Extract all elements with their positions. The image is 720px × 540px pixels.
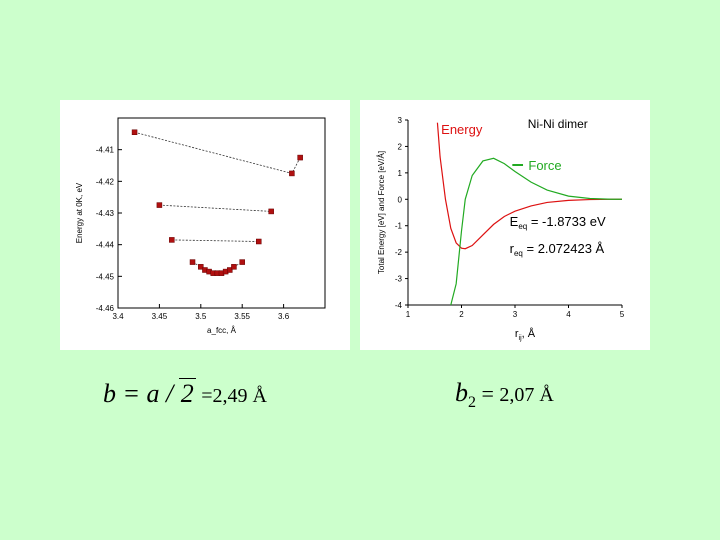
data-point	[189, 259, 196, 265]
y-tick-label: -4.46	[96, 304, 115, 313]
y-tick-label: -4	[395, 301, 403, 310]
x-tick-label: 3.55	[234, 312, 250, 321]
formula-dimer-distance: b2 = 2,07 Å	[455, 378, 554, 411]
req-annotation: req = 2.072423 Å	[510, 241, 605, 258]
data-point	[268, 208, 274, 215]
formula-left-sqrt-arg: 2	[180, 379, 194, 408]
formula-left-sqrt: 2	[178, 378, 196, 409]
series-1-line	[159, 204, 272, 212]
data-point	[256, 238, 262, 245]
x-axis-label: a_fcc, Å	[207, 326, 237, 335]
data-point	[297, 154, 303, 161]
y-tick-label: -4.44	[96, 241, 115, 250]
y-tick-label: -4.42	[96, 177, 115, 186]
x-tick-label: 3.4	[112, 312, 124, 321]
data-point	[231, 264, 237, 270]
formula-right-value: 2,07 Å	[499, 384, 554, 406]
y-tick-label: 2	[398, 142, 403, 151]
x-tick-label: 2	[459, 310, 464, 319]
formula-right-eq: =	[476, 381, 500, 406]
eeq-annotation: Eeq = -1.8733 eV	[510, 214, 606, 231]
y-axis-label: Energy at 0K, eV	[75, 182, 84, 243]
data-point	[198, 264, 204, 270]
y-tick-label: -2	[395, 248, 403, 257]
x-tick-label: 3.6	[278, 312, 290, 321]
chart-title: Ni-Ni dimer	[528, 117, 588, 131]
x-tick-label: 4	[566, 310, 571, 319]
y-tick-label: -3	[395, 275, 403, 284]
y-tick-label: -4.41	[96, 146, 115, 155]
legend-energy-label: Energy	[441, 122, 483, 137]
dimer-energy-force-svg: 1 2 3 4 5 3 2 1 0 -1 -2 -3 -4 rij, Å Total Energy [eV]…	[377, 116, 625, 342]
data-point	[289, 170, 295, 177]
formula-left-math: b = a /	[103, 379, 174, 408]
y-tick-label: -4.43	[96, 209, 115, 218]
data-point	[156, 202, 163, 208]
data-point	[169, 237, 175, 243]
panel-divider	[350, 100, 360, 350]
data-point	[131, 129, 138, 135]
formula-left-value: =2,49 Å	[201, 385, 268, 407]
series-force-line	[450, 157, 622, 306]
formula-right-math: b	[455, 378, 468, 407]
dimer-energy-force-chart: 1 2 3 4 5 3 2 1 0 -1 -2 -3 -4 rij, Å Total Energy [eV]…	[360, 100, 650, 350]
lattice-energy-svg: 3.4 3.45 3.5 3.55 3.6 -4.41 -4.42 -4.43 -4.44 -4.…	[75, 117, 326, 335]
series-energy-line	[436, 122, 622, 250]
legend-force-label: Force	[528, 158, 561, 173]
x-tick-label: 5	[620, 310, 625, 319]
x-tick-label: 1	[406, 310, 411, 319]
data-point	[239, 259, 245, 265]
series-2-line	[171, 239, 259, 242]
y-tick-label: 3	[398, 116, 403, 125]
data-point	[227, 267, 233, 273]
x-tick-label: 3.45	[152, 312, 168, 321]
y-tick-label: 0	[398, 195, 403, 204]
y-axis-label: Total Energy [eV] and Force [eV/Å]	[377, 151, 386, 274]
y-tick-label: -1	[395, 222, 403, 231]
formula-right-sub: 2	[468, 394, 476, 411]
figure-panel: 3.4 3.45 3.5 3.55 3.6 -4.41 -4.42 -4.43 -4.44 -4.…	[60, 100, 650, 350]
y-tick-label: -4.45	[96, 272, 115, 281]
x-axis-label: rij, Å	[515, 327, 536, 342]
plot-frame	[117, 117, 326, 309]
series-0-line	[134, 131, 301, 174]
x-tick-label: 3	[513, 310, 518, 319]
lattice-energy-chart: 3.4 3.45 3.5 3.55 3.6 -4.41 -4.42 -4.43 -4.44 -4.…	[60, 100, 350, 350]
x-tick-label: 3.5	[195, 312, 207, 321]
formula-nearest-neighbor: b = a / 2 =2,49 Å	[103, 378, 267, 409]
y-tick-label: 1	[398, 169, 403, 178]
